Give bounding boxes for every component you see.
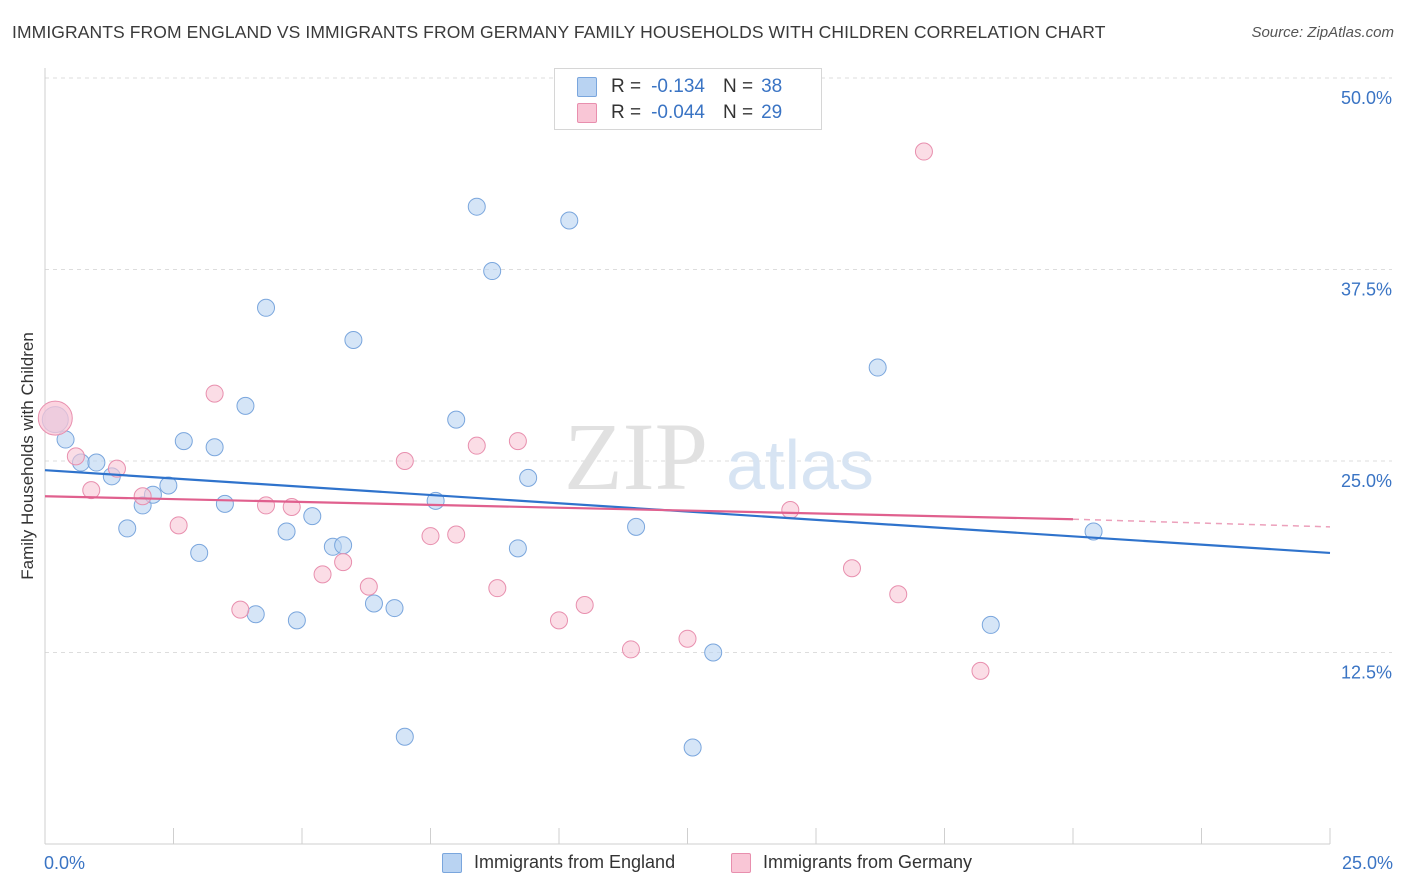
- x-tick-label: 25.0%: [1342, 853, 1393, 873]
- grid-layer: [45, 77, 1392, 653]
- y-axis-label: Family Households with Children: [18, 332, 37, 580]
- stat-r-value: -0.044: [651, 102, 705, 123]
- germany-point: [914, 142, 933, 161]
- y-tick-label: 25.0%: [1341, 471, 1392, 491]
- england-point: [868, 358, 887, 377]
- stat-n-label: N =: [722, 102, 754, 123]
- england-point: [344, 330, 363, 349]
- stats-row-germany: R = -0.044 N = 29: [577, 101, 782, 125]
- england-point: [257, 298, 276, 317]
- germany-point: [107, 459, 126, 478]
- germany-point: [621, 640, 640, 659]
- england-point: [174, 432, 193, 451]
- germany-point: [231, 600, 250, 619]
- england-point: [159, 476, 178, 495]
- y-tick-label: 50.0%: [1341, 88, 1392, 108]
- england-point: [704, 643, 723, 662]
- stat-r-value: -0.134: [651, 76, 705, 97]
- legend-label-germany: Immigrants from Germany: [763, 852, 973, 872]
- trend-layer: [44, 469, 1331, 555]
- germany-point: [421, 527, 440, 546]
- legend-label-england: Immigrants from England: [474, 852, 676, 872]
- germany-point: [575, 596, 594, 615]
- england-point: [246, 605, 265, 624]
- england-point: [334, 536, 353, 555]
- germany-point: [133, 487, 152, 506]
- germany-point: [550, 611, 568, 630]
- germany-point: [508, 432, 527, 451]
- germany-swatch: [731, 852, 751, 873]
- england-swatch: [577, 77, 597, 97]
- england-point: [981, 615, 1000, 634]
- england-point: [118, 519, 137, 538]
- germany-point: [488, 579, 507, 598]
- y-tick-label: 12.5%: [1341, 663, 1392, 683]
- germany-trend-extension: [1072, 518, 1331, 528]
- chart-title: IMMIGRANTS FROM ENGLAND VS IMMIGRANTS FR…: [12, 22, 1106, 42]
- germany-point: [82, 481, 101, 500]
- england-point: [215, 494, 234, 513]
- stat-r-label: R =: [611, 102, 642, 123]
- germany-point: [169, 516, 188, 535]
- england-point: [1084, 522, 1103, 541]
- germany-point: [313, 565, 332, 584]
- england-point: [447, 410, 466, 429]
- x-tick-label: 0.0%: [44, 853, 85, 873]
- germany-point: [678, 629, 697, 648]
- source-credit: Source: ZipAtlas.com: [1251, 24, 1394, 41]
- series-legend: Immigrants from England Immigrants from …: [0, 852, 1406, 878]
- legend-item-germany[interactable]: Immigrants from Germany: [731, 852, 972, 873]
- germany-point: [66, 447, 85, 466]
- england-point: [190, 543, 209, 562]
- points-layer: [37, 70, 1103, 757]
- germany-point: [971, 661, 990, 680]
- germany-point: [359, 577, 378, 596]
- england-point: [560, 211, 579, 230]
- germany-point: [842, 559, 861, 578]
- watermark-atlas: atlas: [726, 426, 874, 504]
- stat-n-value: 29: [761, 102, 783, 123]
- england-point: [467, 197, 486, 216]
- germany-swatch: [577, 103, 597, 123]
- stat-n-label: N =: [722, 76, 754, 97]
- england-point: [683, 738, 702, 757]
- stats-row-england: R = -0.134 N = 38: [577, 75, 782, 99]
- germany-point: [447, 525, 466, 544]
- watermark-zip: ZIP: [564, 403, 708, 510]
- england-point: [364, 594, 383, 613]
- england-point: [277, 522, 296, 541]
- germany-trend-line: [44, 495, 1074, 521]
- england-point: [87, 453, 106, 472]
- germany-point: [334, 553, 353, 572]
- y-tick-label: 37.5%: [1341, 280, 1392, 300]
- england-point: [508, 539, 527, 558]
- stat-r-label: R =: [611, 76, 642, 97]
- england-point: [483, 262, 502, 281]
- germany-point: [889, 585, 908, 604]
- axis-layer: [44, 68, 1331, 845]
- germany-point: [467, 436, 486, 455]
- germany-point: [37, 400, 73, 436]
- england-point: [287, 611, 306, 630]
- england-point: [395, 727, 414, 746]
- watermark: ZIP atlas: [564, 403, 874, 510]
- england-point: [627, 517, 646, 536]
- germany-point: [257, 496, 276, 515]
- tick-labels: 12.5% 25.0% 37.5% 50.0% 0.0% 25.0%: [44, 88, 1393, 873]
- stats-legend: R = -0.134 N = 38 R = -0.044 N = 29: [554, 68, 822, 130]
- stat-n-value: 38: [761, 76, 783, 97]
- england-point: [236, 396, 255, 415]
- germany-point: [781, 501, 800, 520]
- england-point: [205, 438, 224, 457]
- england-point: [519, 468, 538, 487]
- germany-point: [395, 452, 414, 470]
- england-point: [385, 599, 404, 618]
- germany-point: [205, 384, 224, 403]
- legend-item-england[interactable]: Immigrants from England: [442, 852, 675, 873]
- england-swatch: [442, 852, 462, 873]
- england-point: [303, 507, 322, 526]
